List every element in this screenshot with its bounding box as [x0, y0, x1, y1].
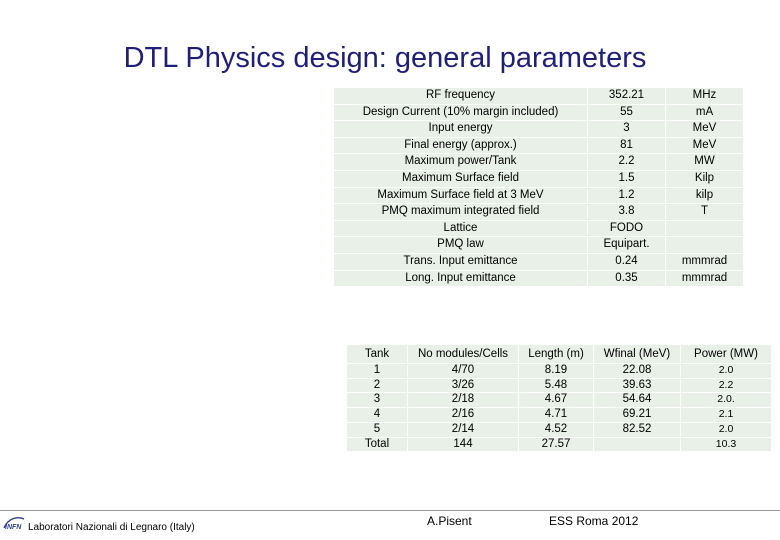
cell-power: 2.0 — [681, 364, 771, 378]
parameter-name: Final energy (approx.) — [334, 137, 587, 154]
parameter-unit: MeV — [666, 137, 743, 154]
cell-length: 4.52 — [519, 422, 593, 437]
parameter-unit — [666, 220, 743, 237]
parameter-value: 81 — [588, 137, 665, 154]
parameter-value: FODO — [588, 220, 665, 237]
parameter-name: Lattice — [334, 220, 587, 237]
parameter-row: Final energy (approx.) 81 MeV — [334, 137, 743, 154]
footer-divider — [0, 510, 780, 511]
cell-modules-cells: 144 — [408, 437, 518, 452]
parameter-row: Long. Input emittance 0.35 mmmrad — [334, 270, 743, 287]
cell-power: 2.0 — [681, 422, 771, 437]
parameter-value: 0.24 — [588, 253, 665, 270]
parameter-name: PMQ maximum integrated field — [334, 204, 587, 220]
cell-modules-cells: 2/16 — [408, 408, 518, 422]
footer-author: A.Pisent — [427, 514, 472, 528]
cell-length: 5.48 — [519, 378, 593, 393]
footer-lab-name: Laboratori Nazionali di Legnaro (Italy) — [28, 522, 195, 533]
parameter-row: PMQ maximum integrated field 3.8 T — [334, 204, 743, 220]
cell-length: 4.71 — [519, 408, 593, 422]
header-power: Power (MW) — [681, 345, 771, 363]
parameter-value: 1.5 — [588, 170, 665, 187]
cell-modules-cells: 2/14 — [408, 422, 518, 437]
header-wfinal: Wfinal (MeV) — [594, 345, 680, 363]
parameter-unit: MHz — [666, 88, 743, 104]
header-length: Length (m) — [519, 345, 593, 363]
header-modules-cells: No modules/Cells — [408, 345, 518, 363]
parameter-value: 3.8 — [588, 204, 665, 220]
cell-modules-cells: 3/26 — [408, 378, 518, 393]
parameter-row: Maximum Surface field at 3 MeV 1.2 kilp — [334, 187, 743, 204]
parameter-name: Design Current (10% margin included) — [334, 104, 587, 121]
parameter-value: 55 — [588, 104, 665, 121]
cell-wfinal: 22.08 — [594, 364, 680, 378]
cell-wfinal: 82.52 — [594, 422, 680, 437]
parameter-unit: MeV — [666, 121, 743, 137]
parameter-name: Long. Input emittance — [334, 270, 587, 287]
cell-tank: 3 — [347, 393, 407, 408]
parameter-name: PMQ law — [334, 237, 587, 253]
parameter-name: Input energy — [334, 121, 587, 137]
parameter-value: 352.21 — [588, 88, 665, 104]
cell-length: 27.57 — [519, 437, 593, 452]
parameter-unit: MW — [666, 154, 743, 170]
parameter-row: Design Current (10% margin included) 55 mA — [334, 104, 743, 121]
parameter-name: Maximum Surface field — [334, 170, 587, 187]
cell-wfinal — [594, 437, 680, 452]
cell-power: 2.1 — [681, 408, 771, 422]
parameter-unit — [666, 237, 743, 253]
cell-power: 10.3 — [681, 437, 771, 452]
cell-tank: Total — [347, 437, 407, 452]
parameter-row: PMQ law Equipart. — [334, 237, 743, 253]
header-tank: Tank — [347, 345, 407, 363]
parameter-name: RF frequency — [334, 88, 587, 104]
tank-row: 5 2/14 4.52 82.52 2.0 — [347, 422, 771, 437]
cell-wfinal: 54.64 — [594, 393, 680, 408]
parameter-row: Trans. Input emittance 0.24 mmmrad — [334, 253, 743, 270]
parameter-unit: kilp — [666, 187, 743, 204]
tank-row: Total 144 27.57 10.3 — [347, 437, 771, 452]
parameter-value: 2.2 — [588, 154, 665, 170]
parameter-value: Equipart. — [588, 237, 665, 253]
parameter-name: Maximum Surface field at 3 MeV — [334, 187, 587, 204]
cell-wfinal: 69.21 — [594, 408, 680, 422]
svg-text:INFN: INFN — [5, 524, 22, 531]
parameter-unit: mA — [666, 104, 743, 121]
parameter-row: Input energy 3 MeV — [334, 121, 743, 137]
parameter-unit: T — [666, 204, 743, 220]
parameter-unit: Kilp — [666, 170, 743, 187]
cell-tank: 5 — [347, 422, 407, 437]
tanks-table: Tank No modules/Cells Length (m) Wfinal (Me… — [346, 344, 772, 453]
parameter-unit: mmmrad — [666, 270, 743, 287]
cell-modules-cells: 2/18 — [408, 393, 518, 408]
cell-wfinal: 39.63 — [594, 378, 680, 393]
parameter-name: Maximum power/Tank — [334, 154, 587, 170]
cell-length: 8.19 — [519, 364, 593, 378]
tank-row: 3 2/18 4.67 54.64 2.0. — [347, 393, 771, 408]
infn-logo-icon: INFN — [3, 517, 25, 531]
cell-length: 4.67 — [519, 393, 593, 408]
parameters-table: RF frequency 352.21 MHz Design Current (10%… — [333, 87, 744, 288]
tank-row: 2 3/26 5.48 39.63 2.2 — [347, 378, 771, 393]
cell-tank: 1 — [347, 364, 407, 378]
parameter-row: RF frequency 352.21 MHz — [334, 88, 743, 104]
tank-row: 1 4/70 8.19 22.08 2.0 — [347, 364, 771, 378]
parameter-value: 3 — [588, 121, 665, 137]
cell-modules-cells: 4/70 — [408, 364, 518, 378]
parameter-unit: mmmrad — [666, 253, 743, 270]
parameter-name: Trans. Input emittance — [334, 253, 587, 270]
cell-power: 2.2 — [681, 378, 771, 393]
page-title: DTL Physics design: general parameters — [123, 42, 647, 74]
footer-event: ESS Roma 2012 — [549, 514, 639, 528]
cell-power: 2.0. — [681, 393, 771, 408]
cell-tank: 4 — [347, 408, 407, 422]
parameter-row: Maximum power/Tank 2.2 MW — [334, 154, 743, 170]
parameter-value: 1.2 — [588, 187, 665, 204]
tanks-header-row: Tank No modules/Cells Length (m) Wfinal (Me… — [347, 345, 771, 363]
parameter-value: 0.35 — [588, 270, 665, 287]
parameter-row: Lattice FODO — [334, 220, 743, 237]
parameter-row: Maximum Surface field 1.5 Kilp — [334, 170, 743, 187]
cell-tank: 2 — [347, 378, 407, 393]
tank-row: 4 2/16 4.71 69.21 2.1 — [347, 408, 771, 422]
